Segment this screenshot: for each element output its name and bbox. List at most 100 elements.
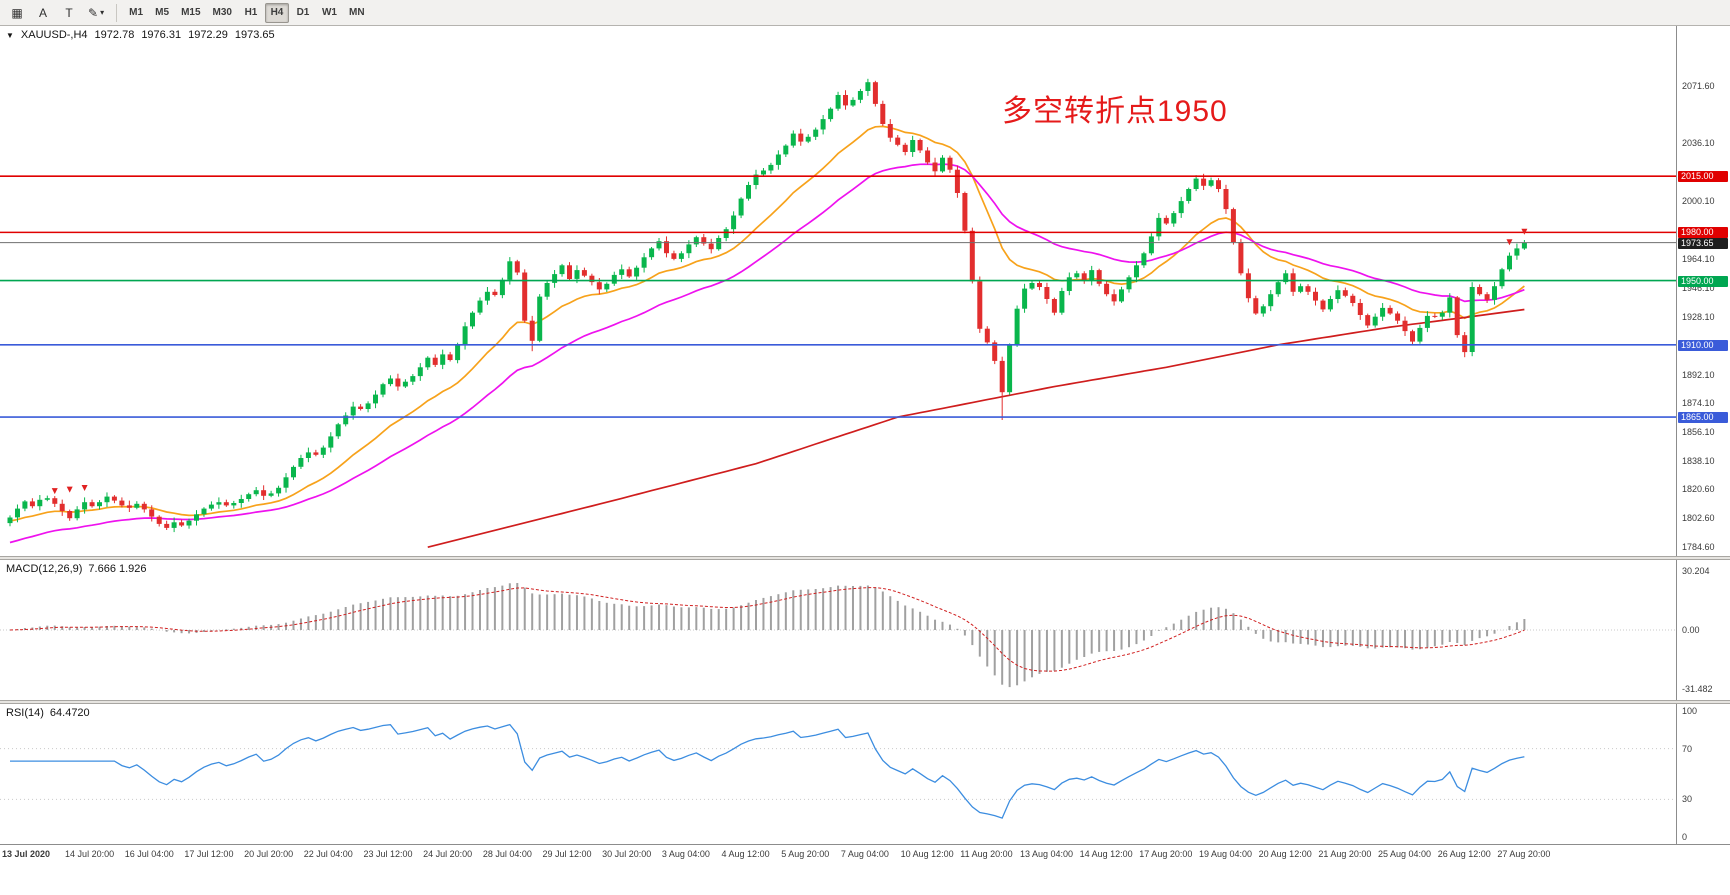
time-axis-label: 25 Aug 04:00: [1378, 849, 1432, 859]
fast-ma-line: [9, 125, 1525, 522]
price-tick: 2036.10: [1682, 138, 1715, 149]
time-axis-label: 26 Aug 12:00: [1437, 849, 1491, 859]
ohlc-high: 1976.31: [141, 29, 182, 41]
timeframe-h4-button[interactable]: H4: [264, 2, 289, 23]
rsi-scale-tick: 0: [1682, 832, 1688, 843]
time-axis-label: 14 Aug 12:00: [1079, 849, 1133, 859]
time-axis-label: 28 Jul 04:00: [482, 849, 532, 859]
price-tick: 1928.10: [1682, 311, 1715, 322]
price-tick: 1838.10: [1682, 456, 1715, 467]
cursor-arrow-button[interactable]: A: [31, 3, 55, 23]
chart-grid-icon: ▦: [11, 5, 23, 20]
slow-ma-line: [427, 308, 1525, 549]
price-tick: 2071.60: [1682, 81, 1715, 92]
time-axis-label: 30 Jul 20:00: [602, 849, 652, 859]
price-level-label: 1950.00: [1678, 275, 1728, 287]
rsi-scale-tick: 70: [1682, 743, 1693, 754]
cursor-arrow-icon: A: [38, 5, 47, 20]
rsi-scale-tick: 100: [1682, 705, 1698, 716]
timeframe-m15-button[interactable]: M15: [176, 3, 205, 23]
ohlc-low: 1972.29: [188, 29, 228, 41]
time-axis-label: 3 Aug 04:00: [661, 849, 710, 859]
timeframe-m30-button[interactable]: M30: [208, 3, 237, 23]
rsi-axis[interactable]: 100 70 30 0: [1676, 704, 1730, 844]
chart-annotation-text[interactable]: 多空转折点1950: [1002, 95, 1228, 128]
macd-axis[interactable]: 30.204 0.00 -31.482: [1676, 560, 1730, 700]
timeframe-m1-button[interactable]: M1: [124, 3, 148, 23]
time-axis-label: 22 Jul 04:00: [303, 849, 353, 859]
price-tick: 1802.60: [1682, 513, 1715, 524]
time-axis-label: 11 Aug 20:00: [960, 849, 1013, 859]
macd-chart[interactable]: [0, 560, 1676, 700]
time-axis-label: 13 Jul 2020: [2, 849, 51, 859]
sell-arrow-icon: [66, 486, 73, 493]
time-axis-label: 27 Aug 20:00: [1497, 849, 1551, 859]
candlestick-chart[interactable]: [0, 26, 1676, 556]
macd-scale-zero: 0.00: [1682, 625, 1700, 635]
draw-shapes-button[interactable]: ✎ ▾: [83, 3, 109, 23]
macd-scale-min: -31.482: [1682, 684, 1713, 694]
price-tick: 2000.10: [1682, 196, 1715, 207]
rsi-panel[interactable]: 100 70 30 0 RSI(14) 64.4720: [0, 704, 1730, 844]
mid-ma-line: [9, 163, 1525, 544]
ohlc-open: 1972.78: [94, 29, 135, 41]
chart-window: 2071.60 2036.10 2000.10 1964.10 1946.10 1928.…: [0, 26, 1730, 864]
macd-signal-line: [9, 587, 1525, 672]
rsi-value: 64.4720: [49, 707, 90, 719]
time-axis-label: 5 Aug 20:00: [781, 849, 830, 859]
collapse-arrow-icon[interactable]: ▼: [6, 31, 14, 40]
price-level-label: 1865.00: [1678, 412, 1728, 424]
time-axis-label: 29 Jul 12:00: [542, 849, 592, 859]
timeframe-d1-button[interactable]: D1: [291, 3, 315, 23]
symbol-label: XAUUSD-,H4: [20, 29, 88, 41]
timeframe-buttons-group: M1 M5 M15 M30 H1 H4 D1 W1 MN: [124, 2, 370, 23]
time-axis-label: 20 Aug 12:00: [1258, 849, 1312, 859]
timeframe-m5-button[interactable]: M5: [150, 3, 174, 23]
current-price-label: 1973.65: [1678, 237, 1728, 249]
panel-divider[interactable]: [0, 556, 1730, 560]
time-axis-label: 16 Jul 04:00: [124, 849, 174, 859]
rsi-name: RSI(14): [6, 707, 44, 719]
time-axis-label: 17 Jul 12:00: [184, 849, 234, 859]
main-chart-panel[interactable]: 2071.60 2036.10 2000.10 1964.10 1946.10 1928.…: [0, 26, 1730, 556]
sell-arrow-icon: [1521, 228, 1528, 235]
time-axis[interactable]: 13 Jul 2020 14 Jul 20:00 16 Jul 04:00 17 Ju…: [0, 844, 1730, 864]
macd-name: MACD(12,26,9): [6, 563, 83, 575]
timeframe-w1-button[interactable]: W1: [317, 3, 342, 23]
rsi-chart[interactable]: [0, 704, 1676, 844]
symbol-ohlc-header: ▼ XAUUSD-,H4 1972.78 1976.31 1972.29 197…: [6, 29, 275, 41]
macd-label: MACD(12,26,9) 7.666 1.926: [6, 563, 153, 575]
price-level-label: 2015.00: [1678, 171, 1728, 183]
sell-arrow-icon: [1506, 239, 1513, 246]
chevron-down-icon: ▾: [100, 8, 105, 17]
time-axis-label: 23 Jul 12:00: [363, 849, 413, 859]
time-axis-label: 13 Aug 04:00: [1019, 849, 1073, 859]
price-tick: 1784.60: [1682, 542, 1715, 553]
macd-scale-max: 30.204: [1682, 566, 1710, 576]
text-tool-icon: T: [65, 5, 73, 20]
price-level-label: 1980.00: [1678, 227, 1728, 239]
rsi-scale-tick: 30: [1682, 794, 1693, 805]
time-axis-label: 19 Aug 04:00: [1198, 849, 1253, 859]
timeframe-mn-button[interactable]: MN: [344, 3, 370, 23]
price-tick: 1964.10: [1682, 253, 1715, 264]
timeframe-h1-button[interactable]: H1: [239, 3, 263, 23]
macd-panel[interactable]: 30.204 0.00 -31.482 MACD(12,26,9) 7.666 1.9…: [0, 560, 1730, 700]
chart-grid-button[interactable]: ▦: [5, 3, 29, 23]
time-axis-label: 7 Aug 04:00: [840, 849, 889, 859]
time-axis-label: 10 Aug 12:00: [900, 849, 954, 859]
rsi-label: RSI(14) 64.4720: [6, 707, 96, 719]
price-tick: 1874.10: [1682, 398, 1715, 409]
macd-values: 7.666 1.926: [88, 563, 147, 575]
time-axis-label: 4 Aug 12:00: [721, 849, 770, 859]
draw-shapes-icon: ✎: [88, 5, 99, 20]
sell-arrow-icon: [81, 484, 88, 491]
price-axis[interactable]: 2071.60 2036.10 2000.10 1964.10 1946.10 1928.…: [1676, 26, 1730, 556]
time-axis-label: 14 Jul 20:00: [65, 849, 115, 859]
price-tick: 1856.10: [1682, 427, 1715, 438]
time-axis-label: 24 Jul 20:00: [423, 849, 473, 859]
time-axis-label: 17 Aug 20:00: [1139, 849, 1193, 859]
text-tool-button[interactable]: T: [57, 3, 81, 23]
panel-divider[interactable]: [0, 700, 1730, 704]
price-tick: 1820.60: [1682, 484, 1715, 495]
